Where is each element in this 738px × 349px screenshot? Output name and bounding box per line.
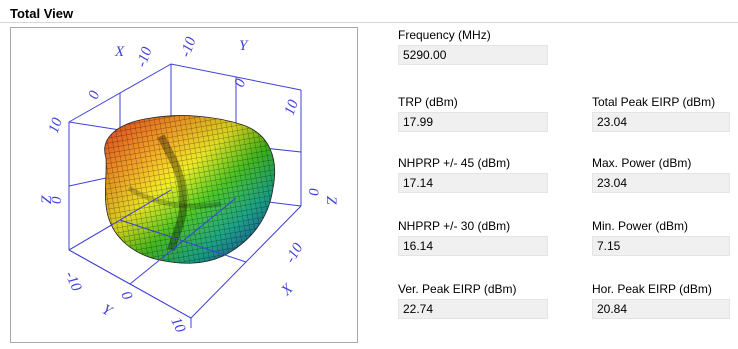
frequency-value[interactable]: 5290.00 [398,45,548,65]
trp-field-group: TRP (dBm) 17.99 [398,95,548,132]
axes-box-front [68,189,302,328]
axis-label-x-bottom: X [278,280,297,299]
max-power-label: Max. Power (dBm) [592,156,692,170]
max-power-field-group: Max. Power (dBm) 23.04 [592,156,730,193]
tick-label: 0 [86,88,104,101]
hor-peak-eirp-field-group: Hor. Peak EIRP (dBm) 20.84 [592,282,730,319]
nhprp30-field-group: NHPRP +/- 30 (dBm) 16.14 [398,219,548,256]
tick-label: 0 [117,289,135,303]
radiation-pattern-svg: X Y Z Z Y X -10 -10 0 0 10 10 0 0 -10 0 … [39,35,339,336]
hor-peak-eirp-label: Hor. Peak EIRP (dBm) [592,282,712,296]
min-power-field-group: Min. Power (dBm) 7.15 [592,219,730,256]
total-peak-eirp-label: Total Peak EIRP (dBm) [592,95,716,109]
tick-label: -10 [283,240,307,266]
axis-label-y-top: Y [239,38,249,54]
ver-peak-eirp-field-group: Ver. Peak EIRP (dBm) 22.74 [398,282,548,319]
axis-label-z-left: Z [39,195,55,204]
tick-label: 10 [282,97,302,117]
section-title: Total View [10,6,74,21]
tick-label: -10 [61,269,84,294]
tick-label: 10 [167,315,188,336]
nhprp30-label: NHPRP +/- 30 (dBm) [398,219,511,233]
nhprp45-value[interactable]: 17.14 [398,173,548,193]
total-peak-eirp-field-group: Total Peak EIRP (dBm) 23.04 [592,95,730,132]
ver-peak-eirp-value[interactable]: 22.74 [398,299,548,319]
nhprp30-value[interactable]: 16.14 [398,236,548,256]
tick-label: 0 [305,188,321,196]
axis-label-z-right: Z [323,196,339,205]
tick-label: -10 [134,45,156,70]
total-peak-eirp-value[interactable]: 23.04 [592,112,730,132]
nhprp45-field-group: NHPRP +/- 45 (dBm) 17.14 [398,156,548,193]
frequency-label: Frequency (MHz) [398,28,491,42]
min-power-label: Min. Power (dBm) [592,219,689,233]
nhprp45-label: NHPRP +/- 45 (dBm) [398,156,511,170]
axis-label-x-top: X [114,44,125,60]
frequency-field-group: Frequency (MHz) 5290.00 [398,28,548,65]
min-power-value[interactable]: 7.15 [592,236,730,256]
tick-label: -10 [178,35,200,60]
section-divider [0,22,738,23]
ver-peak-eirp-label: Ver. Peak EIRP (dBm) [398,282,517,296]
trp-label: TRP (dBm) [398,95,458,109]
trp-value[interactable]: 17.99 [398,112,548,132]
radiation-lobe [104,115,276,264]
axis-label-y-bottom: Y [99,302,116,321]
hor-peak-eirp-value[interactable]: 20.84 [592,299,730,319]
max-power-value[interactable]: 23.04 [592,173,730,193]
tick-label: 0 [49,196,65,204]
radiation-pattern-3d-plot[interactable]: X Y Z Z Y X -10 -10 0 0 10 10 0 0 -10 0 … [10,27,358,343]
tick-label: 10 [46,115,66,135]
